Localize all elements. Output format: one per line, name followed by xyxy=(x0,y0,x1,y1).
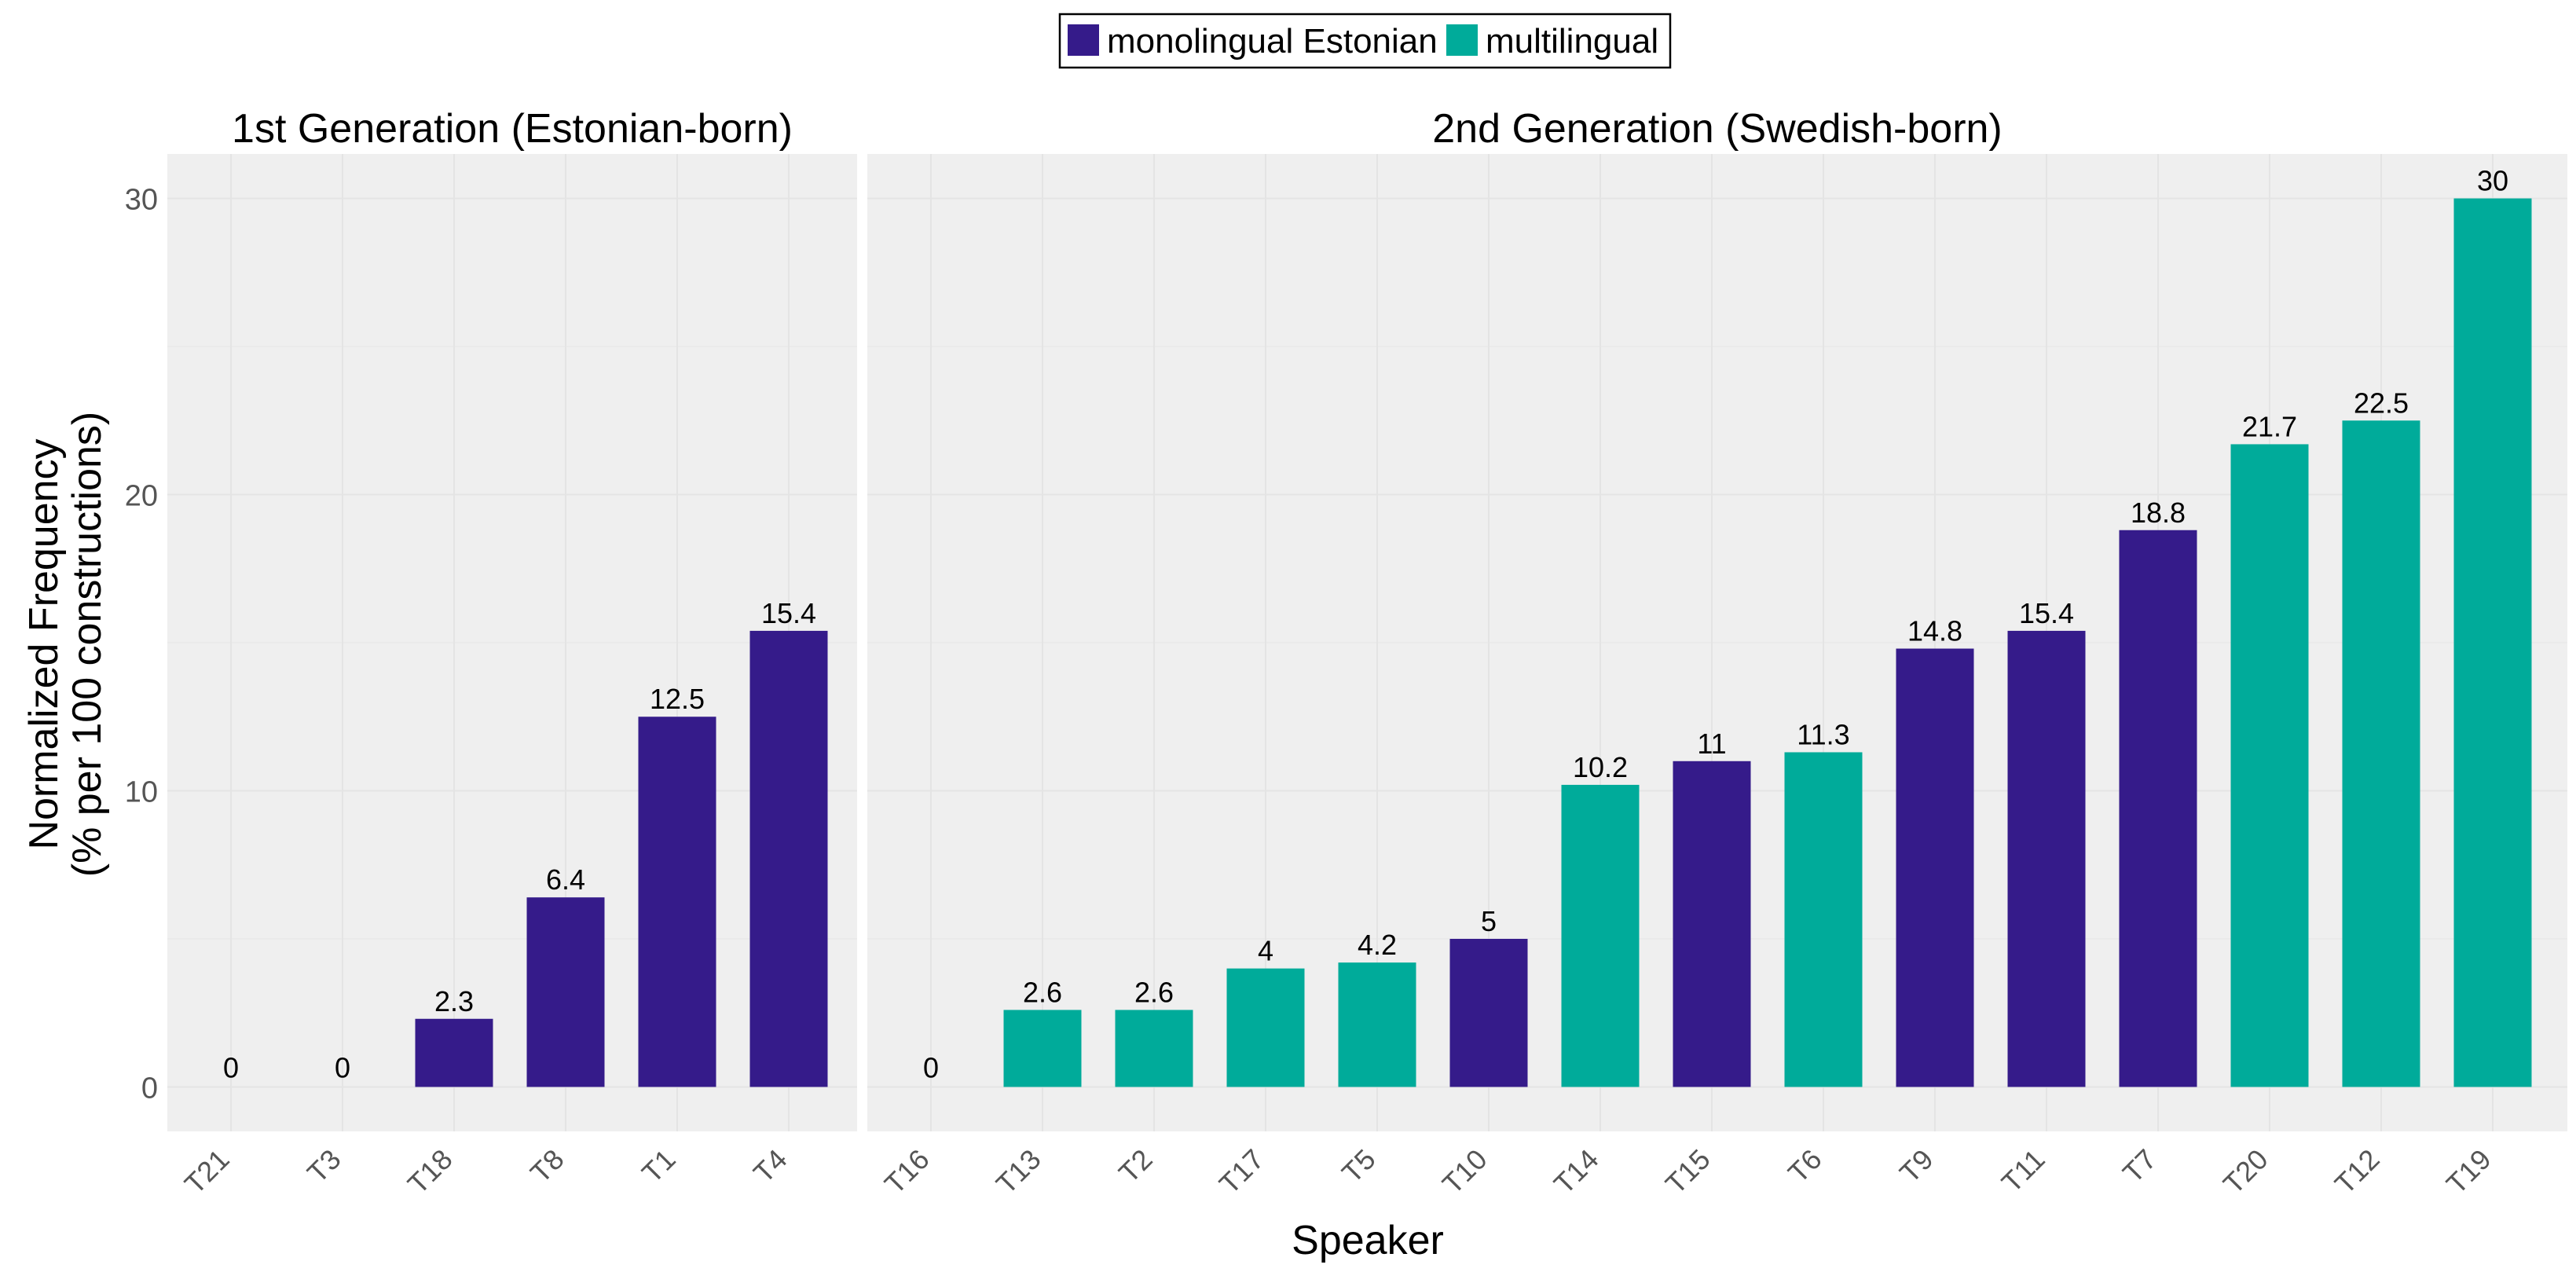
bar-t8 xyxy=(526,897,605,1087)
y-tick-label: 30 xyxy=(125,184,158,217)
bar-t17 xyxy=(1226,968,1305,1087)
bar-t6 xyxy=(1784,752,1863,1087)
x-tick-label-t9: T9 xyxy=(1893,1143,1940,1190)
data-label-t19: 30 xyxy=(2477,165,2508,197)
data-label-t12: 22.5 xyxy=(2354,387,2409,419)
y-axis-title-line-1: Normalized Frequency xyxy=(21,438,67,849)
legend: monolingual Estonian multilingual xyxy=(1058,13,1672,69)
bar-t12 xyxy=(2342,420,2420,1087)
x-tick-label-t8: T8 xyxy=(524,1143,570,1190)
bar-t20 xyxy=(2230,444,2309,1087)
bar-t14 xyxy=(1561,784,1640,1087)
legend-swatch-monolingual-estonian xyxy=(1068,24,1099,56)
bar-t19 xyxy=(2453,198,2532,1087)
x-tick-label-t4: T4 xyxy=(747,1143,793,1190)
x-axis-title: Speaker xyxy=(1292,1218,1444,1263)
data-label-t8: 6.4 xyxy=(546,863,585,896)
x-tick-label-t17: T17 xyxy=(1213,1143,1270,1201)
y-axis-title: Normalized Frequency(% per 100 construct… xyxy=(21,412,110,878)
y-axis-title-line-2: (% per 100 constructions) xyxy=(64,412,110,878)
legend-label-monolingual-estonian: monolingual Estonian xyxy=(1107,22,1438,60)
y-tick-label: 0 xyxy=(141,1072,158,1105)
panel-1: 1st Generation (Estonian-born) 0 T21 0 T3 2.3… xyxy=(167,106,857,1201)
data-label-t5: 4.2 xyxy=(1358,929,1397,961)
panel-title-1: 1st Generation (Estonian-born) xyxy=(232,106,793,152)
data-label-t15: 11 xyxy=(1697,728,1726,760)
bar-t5 xyxy=(1338,962,1416,1087)
bar-t10 xyxy=(1449,938,1528,1087)
panel-2: 2nd Generation (Swedish-born) 0 T16 2.6 T13 2… xyxy=(867,106,2567,1201)
bar-t15 xyxy=(1673,761,1751,1087)
data-label-t17: 4 xyxy=(1258,935,1273,967)
y-tick-label: 20 xyxy=(125,480,158,513)
x-tick-label-t10: T10 xyxy=(1436,1143,1493,1201)
data-label-t16: 0 xyxy=(923,1051,939,1083)
bar-t4 xyxy=(749,630,828,1087)
x-tick-label-t6: T6 xyxy=(1782,1143,1828,1190)
x-tick-label-t7: T7 xyxy=(2116,1143,2163,1190)
panel-title-2: 2nd Generation (Swedish-born) xyxy=(1432,106,2003,152)
y-tick-label: 10 xyxy=(125,775,158,808)
bar-t2 xyxy=(1115,1010,1193,1087)
data-label-t11: 15.4 xyxy=(2019,597,2074,629)
data-label-t6: 11.3 xyxy=(1797,718,1849,750)
data-label-t13: 2.6 xyxy=(1023,976,1062,1008)
bar-t1 xyxy=(638,717,716,1087)
bar-t7 xyxy=(2119,530,2197,1087)
data-label-t14: 10.2 xyxy=(1573,751,1628,783)
bar-t9 xyxy=(1896,648,1974,1087)
data-label-t2: 2.6 xyxy=(1134,976,1174,1008)
x-tick-label-t5: T5 xyxy=(1336,1143,1382,1190)
data-label-t9: 14.8 xyxy=(1907,615,1962,647)
x-tick-label-t11: T11 xyxy=(1995,1143,2051,1199)
legend-swatch-multilingual xyxy=(1446,24,1478,56)
bar-t18 xyxy=(415,1018,493,1087)
data-label-t4: 15.4 xyxy=(761,597,816,629)
bar-t11 xyxy=(2007,630,2086,1087)
legend-label-multilingual: multilingual xyxy=(1486,22,1658,60)
data-label-t21: 0 xyxy=(223,1051,239,1083)
data-label-t20: 21.7 xyxy=(2242,410,2297,442)
data-label-t7: 18.8 xyxy=(2131,497,2186,529)
x-tick-label-t20: T20 xyxy=(2217,1143,2274,1201)
x-tick-label-t19: T19 xyxy=(2440,1143,2497,1201)
data-label-t18: 2.3 xyxy=(434,985,474,1017)
x-tick-label-t12: T12 xyxy=(2329,1143,2386,1201)
legend-box xyxy=(1058,13,1672,69)
data-label-t10: 5 xyxy=(1481,905,1497,937)
x-tick-label-t1: T1 xyxy=(636,1143,682,1190)
x-tick-label-t18: T18 xyxy=(401,1143,459,1201)
x-tick-label-t3: T3 xyxy=(301,1143,347,1190)
x-tick-label-t2: T2 xyxy=(1112,1143,1159,1190)
x-tick-label-t15: T15 xyxy=(1659,1143,1717,1201)
x-tick-label-t13: T13 xyxy=(990,1143,1047,1201)
data-label-t3: 0 xyxy=(335,1051,350,1083)
x-tick-label-t16: T16 xyxy=(878,1143,936,1201)
data-label-t1: 12.5 xyxy=(650,683,705,715)
bar-t13 xyxy=(1003,1010,1082,1087)
x-tick-label-t14: T14 xyxy=(1548,1143,1605,1201)
x-tick-label-t21: T21 xyxy=(178,1143,236,1201)
